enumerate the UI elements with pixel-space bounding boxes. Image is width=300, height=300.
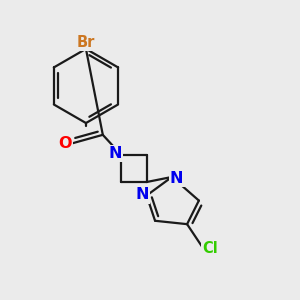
Text: Br: Br: [77, 34, 95, 50]
Text: N: N: [170, 171, 183, 186]
Text: N: N: [109, 146, 122, 161]
Text: N: N: [135, 187, 149, 202]
Text: Cl: Cl: [202, 241, 218, 256]
Text: O: O: [58, 136, 72, 151]
